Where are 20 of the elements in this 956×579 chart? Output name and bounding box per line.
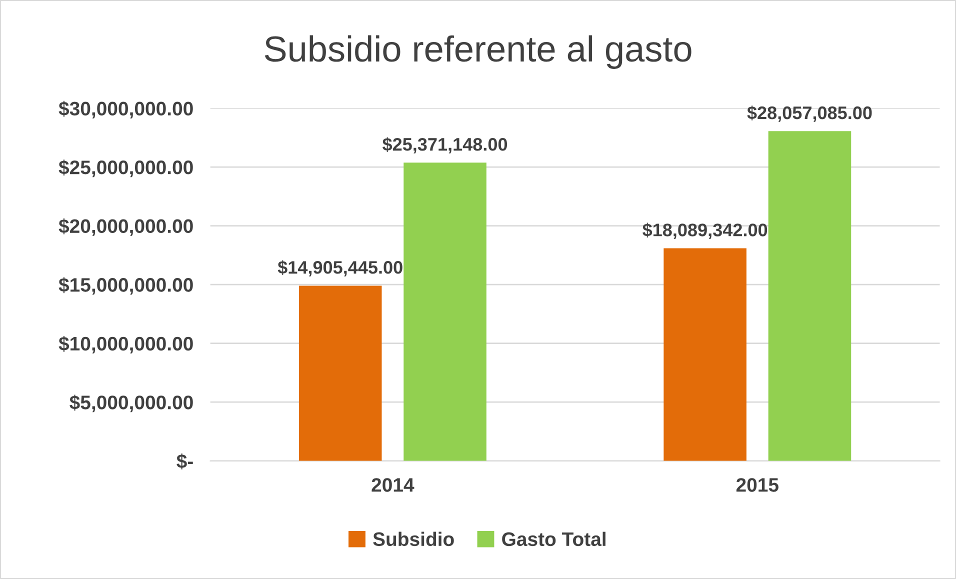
x-tick-label: 2015 xyxy=(736,478,778,492)
bar xyxy=(768,131,852,461)
legend-label: Gasto Total xyxy=(502,532,606,546)
y-tick-label: $- xyxy=(176,454,193,470)
data-label: $18,089,342.00 xyxy=(642,222,768,239)
y-tick-label: $10,000,000.00 xyxy=(58,336,193,354)
data-label: $28,057,085.00 xyxy=(747,106,872,122)
data-label: $14,905,445.00 xyxy=(278,260,402,276)
y-tick-label: $15,000,000.00 xyxy=(58,277,193,295)
legend-label: Subsidio xyxy=(373,532,454,546)
bar xyxy=(404,162,486,461)
y-tick-label: $30,000,000.00 xyxy=(58,100,193,118)
y-tick-label: $20,000,000.00 xyxy=(58,218,193,236)
y-tick-label: $25,000,000.00 xyxy=(58,160,193,178)
x-tick-label: 2014 xyxy=(372,478,414,492)
bar xyxy=(664,248,746,461)
data-label: $25,371,148.00 xyxy=(382,137,508,154)
bar xyxy=(298,286,382,461)
y-tick-label: $5,000,000.00 xyxy=(70,394,193,412)
chart-title: Subsidio referente al gasto xyxy=(264,35,692,69)
